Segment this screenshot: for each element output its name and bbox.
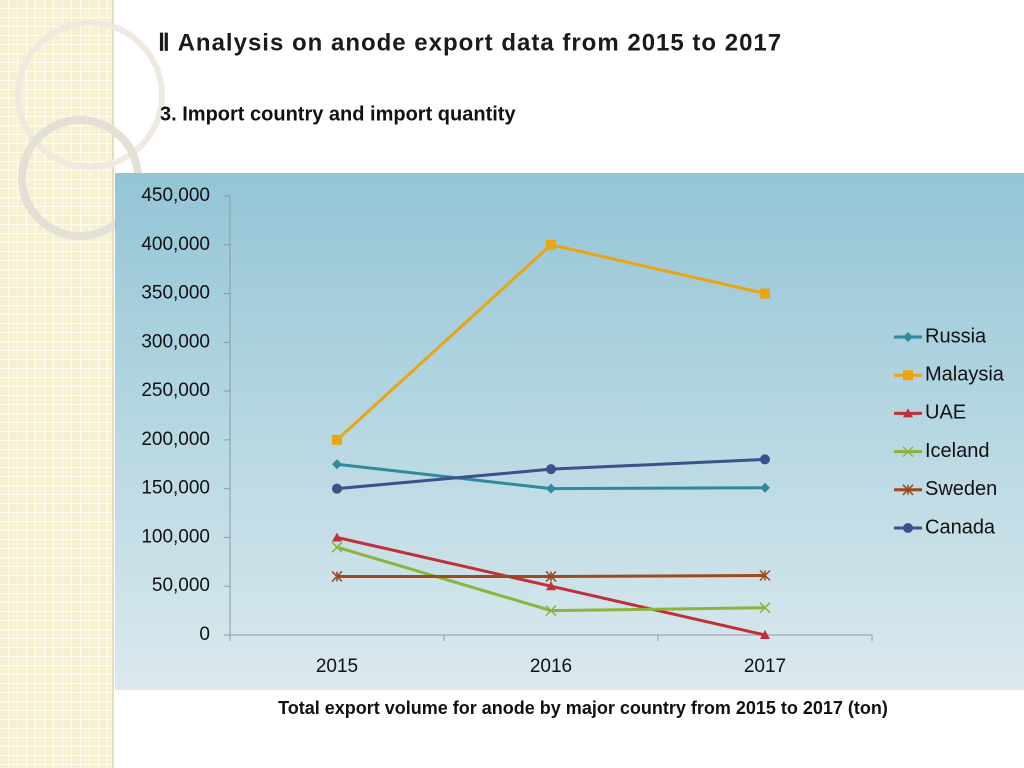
- data-point: [545, 605, 557, 617]
- legend-marker: [902, 484, 914, 496]
- data-point: [332, 532, 342, 542]
- y-tick-label: 100,000: [141, 526, 210, 547]
- legend-marker: [902, 446, 914, 458]
- side-strip: [0, 0, 113, 768]
- y-tick-label: 150,000: [141, 478, 210, 499]
- data-point: [331, 541, 343, 553]
- slide-subtitle: 3. Import country and import quantity: [160, 103, 516, 125]
- y-tick-label: 200,000: [141, 429, 210, 450]
- chart-caption: Total export volume for anode by major c…: [278, 698, 888, 718]
- data-point: [546, 464, 556, 475]
- legend-label: UAE: [925, 402, 966, 424]
- x-tick-label: 2017: [744, 656, 786, 677]
- deco-circle: [15, 20, 165, 170]
- data-point: [332, 483, 342, 494]
- x-tick-label: 2015: [316, 656, 358, 677]
- y-tick-label: 0: [199, 624, 210, 645]
- data-point: [546, 239, 556, 250]
- slide-title: Ⅱ Analysis on anode export data from 201…: [158, 29, 782, 56]
- y-tick-label: 450,000: [141, 185, 210, 206]
- legend-marker: [903, 523, 913, 533]
- y-tick-label: 400,000: [141, 234, 210, 255]
- y-tick-label: 350,000: [141, 283, 210, 304]
- legend-marker: [903, 408, 913, 418]
- y-tick-label: 300,000: [141, 331, 210, 352]
- legend-label: Malaysia: [925, 363, 1005, 385]
- data-point: [545, 570, 557, 582]
- data-point: [760, 288, 770, 299]
- data-point: [331, 570, 343, 582]
- x-tick-label: 2016: [530, 656, 572, 677]
- chart-area: [115, 173, 1024, 690]
- data-point: [760, 454, 770, 465]
- legend-label: Russia: [925, 325, 987, 347]
- legend-marker: [903, 332, 913, 342]
- data-point: [546, 483, 556, 494]
- legend-label: Canada: [925, 516, 996, 538]
- data-point: [546, 581, 556, 591]
- data-point: [760, 482, 770, 493]
- data-point: [332, 459, 342, 470]
- data-point: [759, 569, 771, 582]
- y-tick-label: 50,000: [152, 575, 210, 596]
- data-point: [759, 602, 771, 614]
- data-point: [760, 630, 770, 639]
- legend-marker: [903, 370, 913, 381]
- y-tick-label: 250,000: [141, 380, 210, 401]
- legend-label: Sweden: [925, 478, 997, 500]
- legend-label: Iceland: [925, 440, 990, 462]
- data-point: [332, 434, 342, 445]
